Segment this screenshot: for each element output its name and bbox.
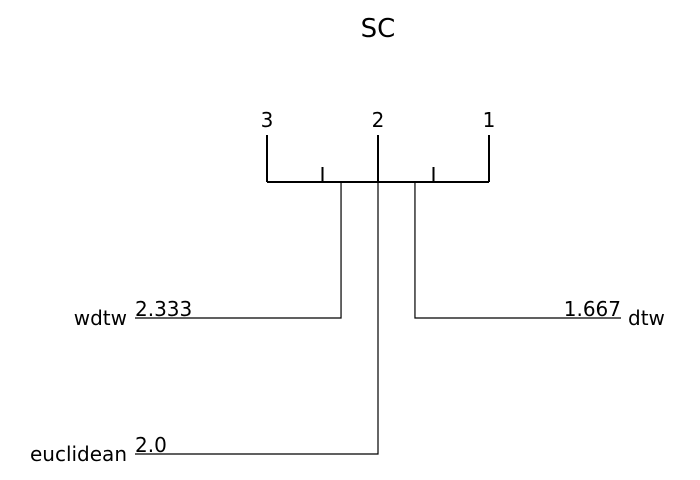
method-name: wdtw	[74, 306, 127, 330]
method-connector	[135, 182, 342, 319]
method-connector	[414, 182, 621, 319]
tick-label: 3	[261, 108, 274, 132]
method-rank: 2.333	[135, 297, 192, 321]
method-rank: 1.667	[564, 297, 621, 321]
method-euclidean: 2.0 euclidean	[30, 182, 379, 466]
tick-label: 1	[483, 108, 496, 132]
tick-label: 2	[372, 108, 385, 132]
chart-title: SC	[361, 14, 396, 44]
rank-axis: 3 2 1	[261, 108, 496, 183]
method-rank: 2.0	[135, 433, 167, 457]
method-name: dtw	[628, 306, 665, 330]
method-name: euclidean	[30, 442, 127, 466]
method-connector	[135, 182, 379, 455]
method-dtw: 1.667 dtw	[414, 182, 665, 330]
methods: 2.333 wdtw 1.667 dtw 2.0 euclidean	[30, 182, 665, 466]
method-wdtw: 2.333 wdtw	[74, 182, 342, 330]
